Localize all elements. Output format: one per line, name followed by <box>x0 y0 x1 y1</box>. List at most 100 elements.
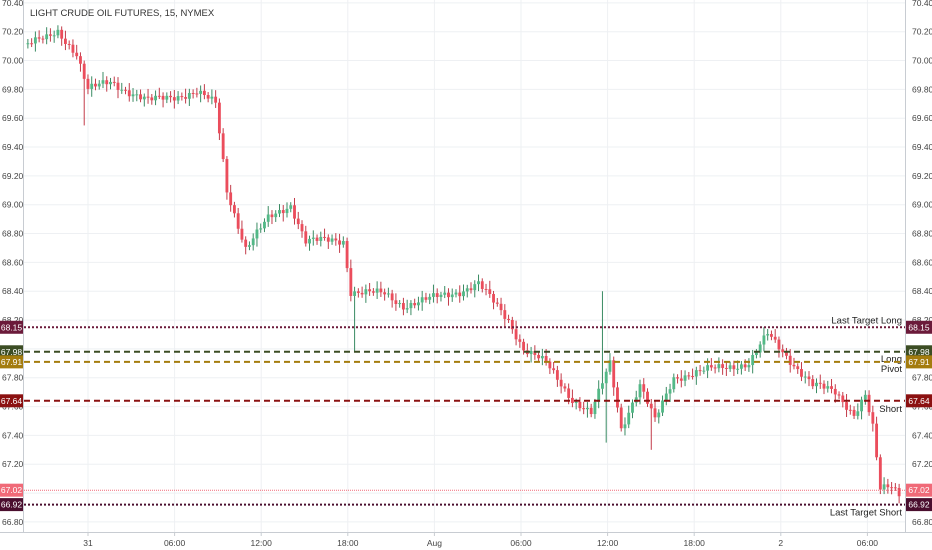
candle-body <box>270 214 274 218</box>
candle <box>30 38 34 48</box>
candle-body <box>169 95 173 98</box>
candle <box>394 293 398 311</box>
candle <box>646 388 649 407</box>
y-tick-label-right: 69.00 <box>912 200 932 210</box>
candle <box>202 84 206 100</box>
candle <box>649 398 653 450</box>
candle <box>270 210 274 225</box>
candle-body <box>229 192 233 206</box>
candle <box>469 282 473 294</box>
candle-body <box>41 38 45 40</box>
candle <box>64 30 67 51</box>
x-tick-label: 12:00 <box>597 538 619 548</box>
candle-body <box>477 281 480 285</box>
candle <box>420 290 424 311</box>
candle <box>428 293 432 305</box>
candle-body <box>364 289 368 295</box>
candle <box>390 289 394 308</box>
candle-body <box>747 365 751 368</box>
candle <box>623 417 627 436</box>
candle-body <box>379 288 383 293</box>
candle <box>638 379 642 405</box>
candle-body <box>537 354 541 359</box>
candle-body <box>758 344 762 353</box>
candle-body <box>112 81 116 83</box>
candle-body <box>165 95 169 100</box>
candle-body <box>638 384 642 398</box>
y-tick-label-right: 69.20 <box>912 171 932 181</box>
candle <box>248 241 251 251</box>
y-tick-label-left: 69.40 <box>2 142 24 152</box>
candle <box>432 284 435 303</box>
level-label: Last Target Short <box>830 508 903 519</box>
candle <box>52 30 56 43</box>
candle-body <box>548 361 552 369</box>
candle <box>856 403 860 420</box>
candle <box>311 230 315 246</box>
candle-body <box>796 366 800 370</box>
candle <box>488 280 492 298</box>
candle-body <box>563 386 567 389</box>
candle <box>773 329 777 343</box>
candle <box>507 314 510 324</box>
level-price-tag <box>906 345 932 359</box>
candle-body <box>627 412 631 425</box>
candle-body <box>623 424 627 429</box>
candle-body <box>672 377 676 390</box>
candle-body <box>371 291 375 293</box>
candle <box>766 328 770 341</box>
candle-body <box>33 37 37 44</box>
candle <box>293 197 296 225</box>
candle <box>830 379 833 394</box>
candle <box>492 290 495 310</box>
candle <box>150 94 154 105</box>
y-tick-label-right: 69.60 <box>912 113 932 123</box>
candle <box>424 292 428 303</box>
candle <box>274 210 278 222</box>
candle-body <box>818 382 822 384</box>
candle <box>555 365 559 387</box>
candle-body <box>450 294 454 298</box>
level-price-tag-text: 66.92 <box>1 500 23 510</box>
candle-body <box>353 291 357 296</box>
candle-body <box>522 341 526 351</box>
candle-body <box>724 367 728 369</box>
candle-body <box>570 397 574 403</box>
candle-body <box>191 93 195 95</box>
candle <box>878 454 882 495</box>
candle-body <box>281 210 285 214</box>
y-tick-label-right: 66.80 <box>912 517 932 527</box>
candle-body <box>67 43 71 45</box>
candle-body <box>691 375 695 377</box>
candle-body <box>661 400 664 413</box>
candle-body <box>800 369 803 377</box>
candle-body <box>676 377 679 379</box>
candle <box>818 374 822 389</box>
y-tick-label-left: 66.80 <box>2 517 24 527</box>
candle-body <box>375 288 379 293</box>
candle <box>510 316 514 334</box>
candle <box>691 368 695 380</box>
candle-body <box>311 237 315 239</box>
y-tick-label-left: 67.20 <box>2 459 24 469</box>
candle <box>886 478 890 494</box>
candle-body <box>45 34 49 40</box>
candle <box>679 370 683 388</box>
y-tick-label-left: 70.20 <box>2 27 24 37</box>
candle-body <box>432 293 435 297</box>
candle <box>815 378 818 394</box>
candle <box>601 291 604 395</box>
candle <box>195 87 199 98</box>
candle-body <box>803 376 807 378</box>
candle <box>582 401 586 415</box>
candle-body <box>657 412 661 418</box>
level-price-tag-text: 68.15 <box>1 322 23 332</box>
candle-body <box>739 364 743 369</box>
candle <box>281 205 285 222</box>
candle-body <box>875 423 879 458</box>
y-tick-label-right: 69.40 <box>912 142 932 152</box>
candle-body <box>161 95 165 100</box>
candle <box>176 91 180 105</box>
candle <box>157 87 161 100</box>
